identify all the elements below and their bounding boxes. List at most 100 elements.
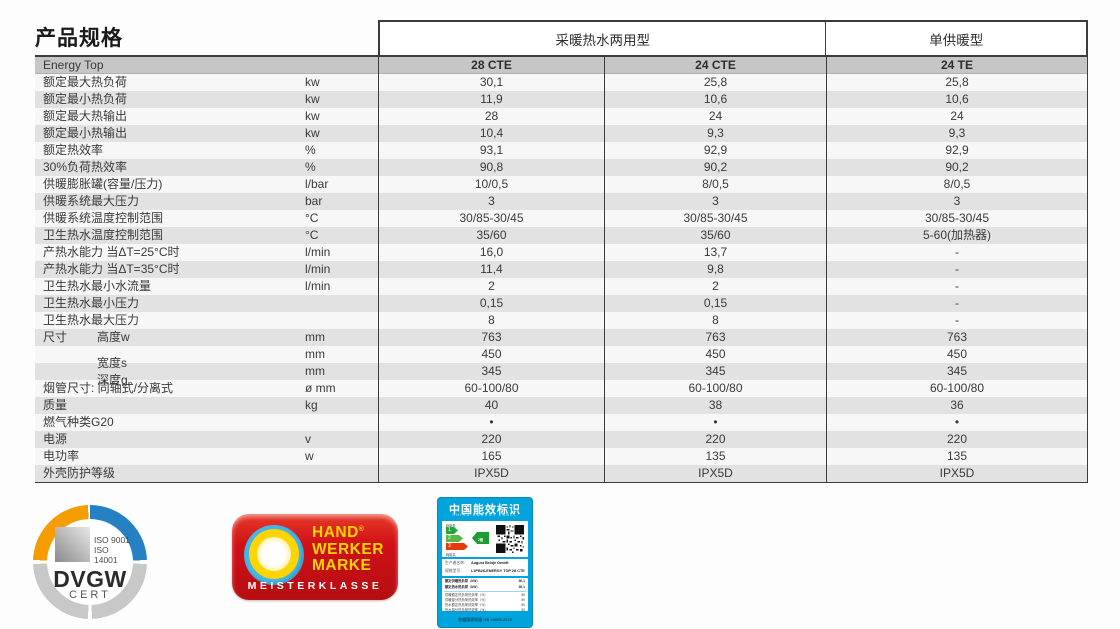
dvgw-iso-text: ISO 9001 ISO 14001: [94, 535, 130, 565]
spec-value-cell: 25,8: [826, 74, 1088, 91]
model-name-24te: 24 TE: [826, 56, 1088, 74]
spec-label: 卫生热水最小压力: [43, 296, 140, 310]
spec-unit-cell: bar: [305, 194, 323, 208]
spec-label-cell: 产热水能力 当ΔT=35°C时: [35, 261, 305, 278]
spec-value-cell: 3: [604, 193, 826, 210]
series-name: Energy Top: [43, 57, 104, 72]
spec-value-cell: 30/85-30/45: [604, 210, 826, 227]
spec-value-cell: 8/0,5: [604, 176, 826, 193]
spec-value-cell: -: [826, 312, 1088, 329]
table-row: 产热水能力 当ΔT=25°C时 l/min 16,0 13,7-: [35, 244, 1088, 261]
spec-unit-cell: °C: [305, 211, 319, 225]
spec-label: 额定最大热负荷: [43, 75, 128, 89]
energy-spec-label: 热水额定热负荷热效率（%）: [445, 603, 488, 607]
spec-value-cell: •: [826, 414, 1088, 431]
page-title: 产品规格: [35, 27, 123, 50]
spec-value-cell: 763: [826, 329, 1088, 346]
spec-value-cell: 93,1: [378, 142, 604, 159]
spec-label: 额定热效率: [43, 143, 104, 157]
energy-arrow-1: 1: [446, 527, 458, 534]
spec-value-cell: 135: [604, 448, 826, 465]
spec-label: 尺寸: [43, 330, 68, 344]
column-group-header: 采暖热水两用型 单供暖型: [378, 20, 1088, 55]
spec-label-cell: 燃气种类G20: [35, 414, 305, 431]
spec-value-cell: 3: [826, 193, 1088, 210]
energy-grade-badge: 2级: [472, 532, 489, 544]
spec-value-cell: 24: [826, 108, 1088, 125]
producer-row: 生产者名称： August Brötje GmbH: [445, 561, 509, 565]
spec-value-cell: 345: [604, 363, 826, 380]
spec-divider: [444, 591, 526, 592]
table-row: 质量 kg 40 38 36: [35, 397, 1088, 414]
spec-value-cell: IPX5D: [826, 465, 1088, 482]
spec-unit-cell: l/min: [305, 262, 331, 276]
spec-value-cell: -: [826, 261, 1088, 278]
energy-label-spec-panel: 额定供暖热负荷（kW） 30,1 额定热水热负荷（kW） 30,1 供暖额定热负荷热效率…: [442, 578, 528, 612]
spec-value-cell: 40: [378, 397, 604, 414]
energy-spec-label: 热水部分热负荷热效率（%）: [445, 608, 488, 612]
energy-spec-value: 89: [521, 593, 525, 597]
spec-value-cell: 5-60(加热器): [826, 227, 1088, 244]
spec-label-cell: 供暖系统最大压力: [35, 193, 305, 210]
spec-unit-cell: kw: [305, 75, 320, 89]
energy-spec-value: 85: [521, 608, 525, 612]
energy-spec-value: 30,1: [518, 585, 525, 589]
energy-spec-label: 额定热水热负荷（kW）: [445, 585, 480, 589]
spec-sublabel: 深度g: [97, 372, 128, 387]
spec-value-cell: 25,8: [604, 74, 826, 91]
spec-label: 卫生热水最小水流量: [43, 279, 152, 293]
energy-arrow-3: 3: [446, 543, 468, 550]
spec-value-cell: 38: [604, 397, 826, 414]
spec-value-cell: 345: [378, 363, 604, 380]
spec-unit-cell: kw: [305, 126, 320, 140]
spec-value-cell: 24: [604, 108, 826, 125]
table-row: 尺寸 高度w mm 763 763 763: [35, 329, 1088, 346]
dvgw-wordmark: DVGW: [53, 566, 127, 592]
energy-spec-row: 额定热水热负荷（kW） 30,1: [442, 584, 528, 590]
energy-arrow-2: 2: [446, 535, 463, 542]
spec-label-cell: 卫生热水最小压力: [35, 295, 305, 312]
energy-label-info-panel: 生产者名称： August Brötje GmbH 规格型号： L1PB26-E…: [442, 559, 528, 576]
spec-value-cell: •: [378, 414, 604, 431]
spec-label: 产热水能力 当ΔT=25°C时: [43, 245, 180, 259]
spec-value-cell: 90,2: [604, 159, 826, 176]
table-row: 30%负荷热效率% 90,8 90,2 90,2: [35, 159, 1088, 176]
spec-value-cell: 90,8: [378, 159, 604, 176]
spec-label-cell: 额定最大热输出: [35, 108, 305, 125]
spec-value-cell: 2: [604, 278, 826, 295]
spec-value-cell: 0,15: [378, 295, 604, 312]
spec-unit-cell: mm: [305, 364, 325, 378]
spec-label-cell: 额定最小热负荷: [35, 91, 305, 108]
spec-unit-cell: l/min: [305, 279, 331, 293]
spec-unit-cell: %: [305, 143, 316, 157]
spec-label: 供暖系统最大压力: [43, 194, 140, 208]
table-row: 外壳防护等级 IPX5D IPX5D IPX5D: [35, 465, 1088, 482]
spec-label: 外壳防护等级: [43, 466, 116, 480]
energy-spec-value: 30,1: [518, 579, 525, 583]
table-row: 供暖系统最大压力 bar 3 3 3: [35, 193, 1088, 210]
energy-spec-value: 89: [521, 598, 525, 602]
spec-label: 30%负荷热效率: [43, 160, 128, 174]
spec-table-body: 额定最大热负荷 kw 30,1 25,8 25,8 额定最小热负荷 kw 11,9 10,6 10…: [35, 74, 1088, 482]
spec-unit-cell: mm: [305, 347, 325, 361]
table-row: 宽度s mm 450 450 450: [35, 346, 1088, 370]
spec-value-cell: 135: [826, 448, 1088, 465]
spec-value-cell: 13,7: [604, 244, 826, 261]
spec-label: 额定最小热输出: [43, 126, 128, 140]
handwerker-emblem-icon: [244, 525, 304, 585]
spec-label: 燃气种类G20: [43, 415, 114, 429]
table-row: 额定最小热输出 kw 10,4 9,3 9,3: [35, 125, 1088, 142]
spec-unit-cell: mm: [305, 330, 325, 344]
table-row: 额定最大热输出 kw 28 24 24: [35, 108, 1088, 125]
spec-value-cell: 30/85-30/45: [826, 210, 1088, 227]
spec-value-cell: IPX5D: [378, 465, 604, 482]
spec-label-cell: 额定最小热输出: [35, 125, 305, 142]
spec-value-cell: 220: [378, 431, 604, 448]
spec-unit-cell: ø mm: [305, 381, 336, 395]
spec-value-cell: 450: [378, 346, 604, 363]
energy-spec-label: 供暖额定热负荷热效率（%）: [445, 593, 488, 597]
spec-value-cell: 30,1: [378, 74, 604, 91]
column-group-combi: 采暖热水两用型: [555, 32, 650, 48]
table-row: 产热水能力 当ΔT=35°C时 l/min 11,4 9,8-: [35, 261, 1088, 278]
table-row: 供暖膨胀罐(容量/压力) l/bar 10/0,5 8/0,5 8/0,5: [35, 176, 1088, 193]
